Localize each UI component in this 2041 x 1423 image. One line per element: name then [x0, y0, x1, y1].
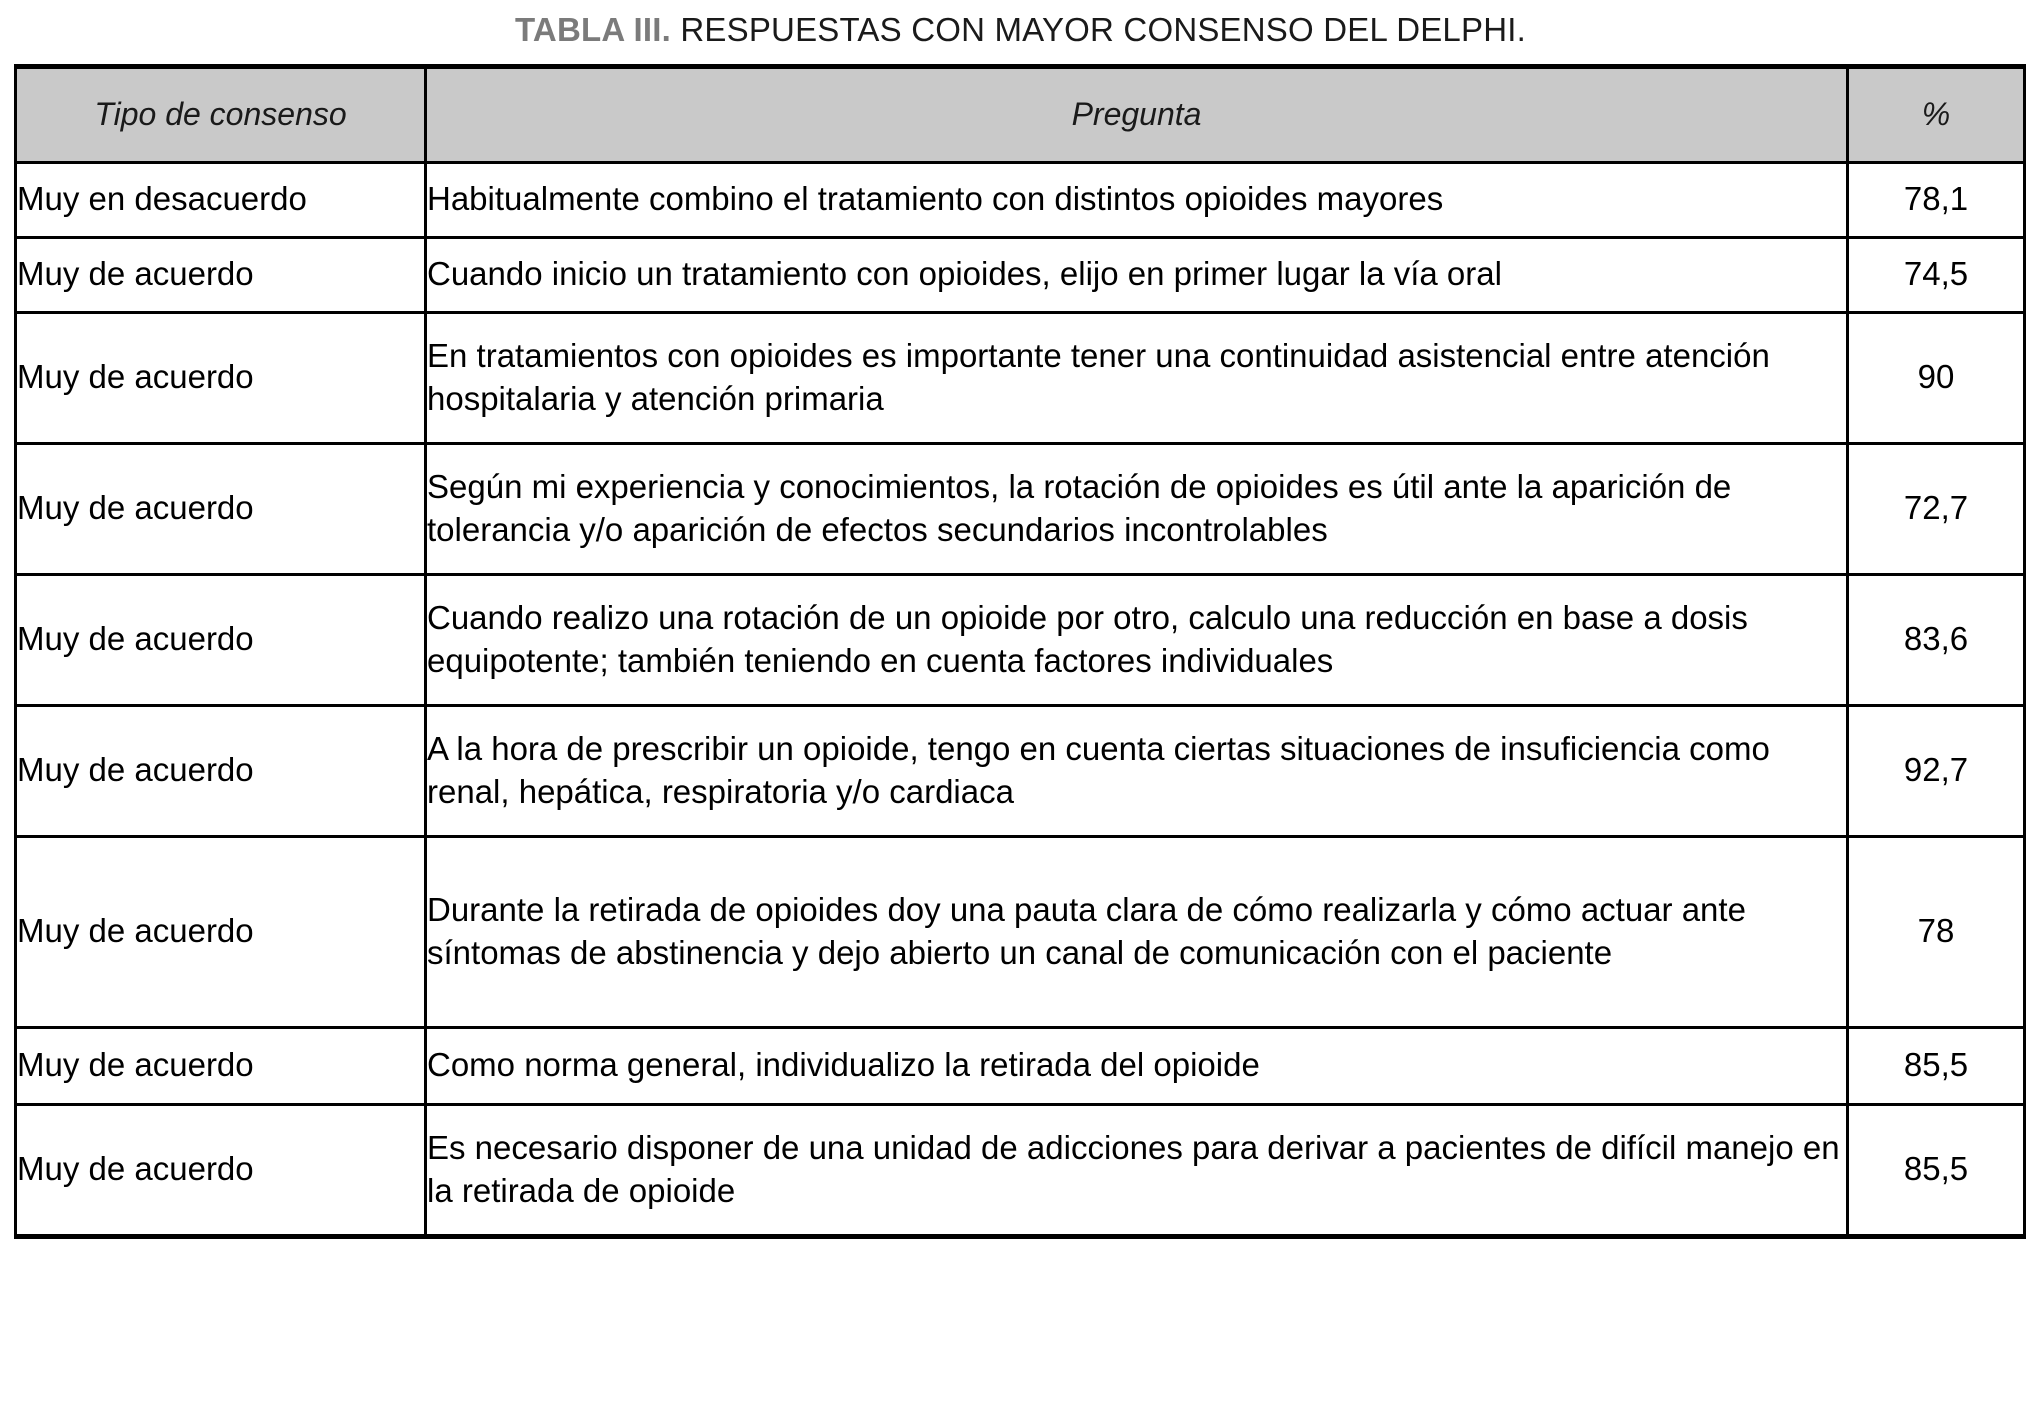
column-header-porcentaje: % — [1846, 64, 2026, 164]
cell-pregunta: Es necesario disponer de una unidad de a… — [424, 1102, 1849, 1238]
column-header-tipo-de-consenso: Tipo de consenso — [14, 64, 427, 164]
cell-porcentaje: 90 — [1846, 310, 2026, 445]
cell-consenso: Muy de acuerdo — [14, 572, 427, 707]
cell-porcentaje: 92,7 — [1846, 703, 2026, 838]
cell-consenso: Muy de acuerdo — [14, 310, 427, 445]
cell-porcentaje: 85,5 — [1846, 1025, 2026, 1106]
table-row: Muy de acuerdo Es necesario disponer de … — [14, 1102, 2026, 1238]
cell-consenso: Muy de acuerdo — [14, 1102, 427, 1238]
cell-pregunta: Cuando realizo una rotación de un opioid… — [424, 572, 1849, 707]
cell-porcentaje: 78 — [1846, 834, 2026, 1029]
table-header: Tipo de consenso Pregunta % — [14, 64, 2026, 164]
table-body: Muy en desacuerdo Habitualmente combino … — [14, 160, 2026, 1238]
cell-consenso: Muy en desacuerdo — [14, 160, 427, 239]
cell-consenso: Muy de acuerdo — [14, 834, 427, 1029]
cell-porcentaje: 83,6 — [1846, 572, 2026, 707]
cell-pregunta: Durante la retirada de opioides doy una … — [424, 834, 1849, 1029]
table-container: Tipo de consenso Pregunta % Muy en desac… — [0, 63, 2041, 1239]
cell-pregunta: Como norma general, individualizo la ret… — [424, 1025, 1849, 1106]
cell-porcentaje: 85,5 — [1846, 1102, 2026, 1238]
cell-consenso: Muy de acuerdo — [14, 703, 427, 838]
table-row: Muy de acuerdo Durante la retirada de op… — [14, 834, 2026, 1029]
table-row: Muy de acuerdo En tratamientos con opioi… — [14, 310, 2026, 445]
table-number-label: TABLA III. — [515, 11, 671, 48]
cell-pregunta: En tratamientos con opioides es importan… — [424, 310, 1849, 445]
cell-pregunta: Habitualmente combino el tratamiento con… — [424, 160, 1849, 239]
table-row: Muy de acuerdo Como norma general, indiv… — [14, 1025, 2026, 1106]
cell-pregunta: A la hora de prescribir un opioide, teng… — [424, 703, 1849, 838]
cell-consenso: Muy de acuerdo — [14, 441, 427, 576]
cell-porcentaje: 78,1 — [1846, 160, 2026, 239]
table-row: Muy en desacuerdo Habitualmente combino … — [14, 160, 2026, 239]
table-row: Muy de acuerdo Cuando inicio un tratamie… — [14, 235, 2026, 314]
cell-consenso: Muy de acuerdo — [14, 1025, 427, 1106]
table-row: Muy de acuerdo A la hora de prescribir u… — [14, 703, 2026, 838]
table-caption: TABLA III. RESPUESTAS CON MAYOR CONSENSO… — [0, 0, 2041, 64]
table-row: Muy de acuerdo Cuando realizo una rotaci… — [14, 572, 2026, 707]
table-title-text: RESPUESTAS CON MAYOR CONSENSO DEL DELPHI… — [680, 11, 1526, 48]
header-row: Tipo de consenso Pregunta % — [14, 64, 2026, 164]
cell-pregunta: Según mi experiencia y conocimientos, la… — [424, 441, 1849, 576]
cell-porcentaje: 74,5 — [1846, 235, 2026, 314]
cell-pregunta: Cuando inicio un tratamiento con opioide… — [424, 235, 1849, 314]
column-header-pregunta: Pregunta — [424, 64, 1849, 164]
delphi-consensus-table: Tipo de consenso Pregunta % Muy en desac… — [14, 63, 2026, 1239]
cell-consenso: Muy de acuerdo — [14, 235, 427, 314]
cell-porcentaje: 72,7 — [1846, 441, 2026, 576]
table-row: Muy de acuerdo Según mi experiencia y co… — [14, 441, 2026, 576]
